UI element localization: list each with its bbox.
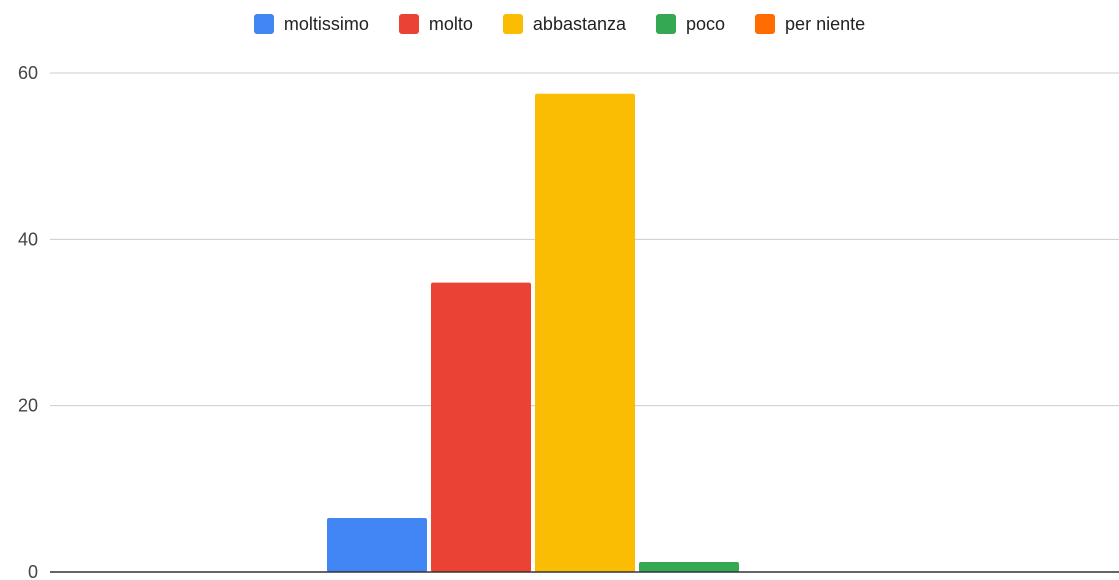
legend-item: per niente bbox=[755, 14, 865, 35]
legend-label: molto bbox=[428, 13, 473, 34]
legend-item: poco bbox=[656, 14, 725, 35]
bar-abbastanza bbox=[535, 93, 635, 573]
legend: moltissimo molto abbastanza poco per niente bbox=[0, 10, 1119, 38]
y-tick-label: 40 bbox=[18, 229, 38, 249]
legend-label: abbastanza bbox=[532, 13, 626, 34]
y-tick-label: 20 bbox=[18, 396, 38, 416]
bar-moltissimo bbox=[327, 517, 427, 572]
legend-label: poco bbox=[686, 13, 726, 34]
legend-swatch bbox=[502, 14, 523, 34]
legend-label: moltissimo bbox=[283, 13, 369, 34]
legend-label: per niente bbox=[785, 13, 866, 34]
legend-item: moltissimo bbox=[253, 13, 369, 35]
y-tick-label: 0 bbox=[28, 562, 38, 580]
legend-swatch bbox=[755, 14, 776, 34]
legend-swatch bbox=[398, 14, 419, 34]
y-tick-label: 60 bbox=[18, 63, 38, 83]
legend-item: molto bbox=[398, 13, 473, 35]
bar-molto bbox=[431, 282, 531, 572]
legend-item: abbastanza bbox=[502, 13, 626, 35]
legend-swatch bbox=[656, 14, 676, 34]
legend-swatch bbox=[253, 14, 274, 34]
bar-poco bbox=[639, 562, 739, 572]
